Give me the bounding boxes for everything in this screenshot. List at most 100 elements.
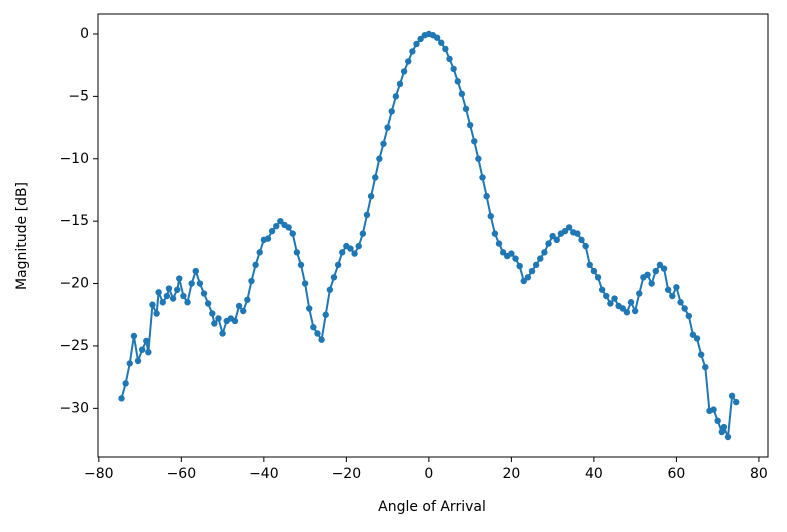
point (508, 250, 515, 257)
point (231, 317, 239, 325)
point (623, 309, 631, 316)
y-tick-label: −25 (59, 338, 89, 354)
point (677, 299, 684, 306)
y-axis-label: Magnitude [dB] (14, 182, 30, 290)
point (724, 433, 732, 441)
point (669, 292, 676, 300)
point (289, 230, 296, 237)
point (537, 255, 544, 262)
point (388, 108, 395, 115)
point (285, 224, 292, 231)
point (180, 292, 187, 300)
point (516, 262, 523, 270)
point (438, 39, 445, 46)
point (627, 299, 635, 306)
point (590, 267, 598, 275)
x-tick-label: 40 (585, 466, 603, 482)
point (174, 286, 181, 293)
point (524, 274, 532, 281)
point (702, 363, 709, 371)
point (192, 267, 199, 275)
point (376, 155, 383, 162)
point (153, 310, 160, 317)
point (297, 261, 305, 269)
point (561, 227, 569, 235)
point (165, 285, 173, 292)
point (339, 249, 346, 256)
point (549, 232, 556, 240)
point (491, 230, 499, 237)
point (652, 267, 659, 275)
point (118, 395, 125, 402)
point (301, 280, 309, 287)
point (475, 155, 482, 162)
point (446, 55, 453, 63)
point (578, 236, 585, 244)
point (359, 230, 367, 237)
point (306, 305, 313, 312)
point (293, 249, 301, 256)
point (169, 295, 177, 302)
point (450, 65, 457, 73)
point (673, 284, 680, 291)
point (273, 222, 280, 230)
point (499, 249, 507, 256)
point (330, 274, 338, 281)
point (322, 311, 329, 318)
point (689, 331, 697, 338)
point (495, 240, 503, 247)
point (644, 271, 651, 279)
point (697, 351, 705, 358)
y-tick-label: −5 (68, 88, 89, 104)
line (120, 32, 738, 438)
point (143, 337, 150, 345)
point (528, 267, 536, 275)
point (433, 34, 441, 41)
point (631, 307, 639, 315)
point (479, 174, 486, 181)
point (462, 105, 470, 113)
point (384, 124, 391, 131)
point (458, 90, 466, 98)
point (200, 290, 208, 297)
x-tick-label: 80 (750, 466, 768, 482)
point (520, 277, 527, 285)
x-tick-label: 60 (667, 466, 685, 482)
point (367, 192, 375, 200)
point (130, 332, 138, 340)
point (512, 255, 519, 262)
point (268, 227, 276, 235)
point (466, 121, 474, 129)
point (619, 305, 626, 312)
x-tick-label: −80 (84, 466, 114, 482)
point (145, 348, 152, 356)
point (611, 295, 618, 302)
point (240, 307, 247, 315)
point (155, 289, 162, 296)
point (582, 242, 589, 250)
x-tick-label: 0 (424, 466, 433, 482)
point (310, 324, 317, 331)
point (318, 336, 325, 343)
point (718, 428, 725, 436)
point (248, 277, 255, 285)
point (442, 45, 449, 53)
x-tick-label: −20 (332, 466, 362, 482)
point (400, 68, 408, 75)
point (252, 261, 259, 269)
x-tick-label: −60 (167, 466, 197, 482)
point (380, 140, 387, 147)
point (184, 299, 191, 306)
point (565, 224, 573, 231)
point (235, 302, 243, 310)
point (149, 301, 156, 308)
point (314, 330, 321, 337)
x-tick-label: −40 (249, 466, 279, 482)
point (660, 265, 668, 272)
point (209, 310, 216, 317)
point (277, 217, 284, 225)
point (454, 78, 461, 85)
point (598, 286, 606, 293)
point (413, 40, 420, 48)
